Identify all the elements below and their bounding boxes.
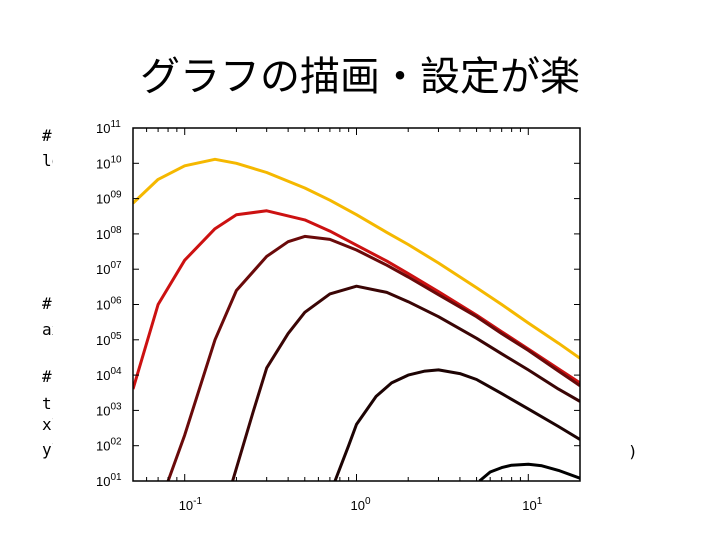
y-tick-label: 1002 xyxy=(96,437,122,454)
series-line-4 xyxy=(231,284,580,481)
y-tick-label: 1008 xyxy=(96,225,122,242)
tick-labels: 1001 1002 1003 1004 1005 1006 1007 1008 1009 1010… xyxy=(96,119,543,513)
series-line-5 xyxy=(333,368,580,481)
plot-frame xyxy=(132,127,581,482)
y-tick-label: 1010 xyxy=(96,154,122,171)
y-tick-label: 1011 xyxy=(96,119,121,136)
x-tick-label: 10-1 xyxy=(179,496,203,513)
y-tick-label: 1005 xyxy=(96,331,122,348)
y-tick-label: 1001 xyxy=(96,472,122,489)
series-line-3 xyxy=(166,234,580,481)
slide-title: グラフの描画・設定が楽 xyxy=(140,54,580,100)
label-backdrop xyxy=(53,120,133,500)
y-tick-label: 1004 xyxy=(96,366,122,383)
x-tick-label: 101 xyxy=(522,496,542,513)
series-line-1 xyxy=(133,157,580,360)
y-tick-label: 1006 xyxy=(96,296,122,313)
y-tick-label: 1003 xyxy=(96,401,122,418)
plot-lines xyxy=(133,157,580,481)
y-tick-label: 1009 xyxy=(96,190,122,207)
series-line-6 xyxy=(478,462,580,481)
code-line: # xyxy=(42,367,52,386)
code-trailing-text: ) xyxy=(628,442,638,461)
x-tick-label: 100 xyxy=(351,496,371,513)
y-tick-label: 1007 xyxy=(96,260,122,277)
code-line: # xyxy=(42,126,52,145)
code-line: # xyxy=(42,294,52,313)
